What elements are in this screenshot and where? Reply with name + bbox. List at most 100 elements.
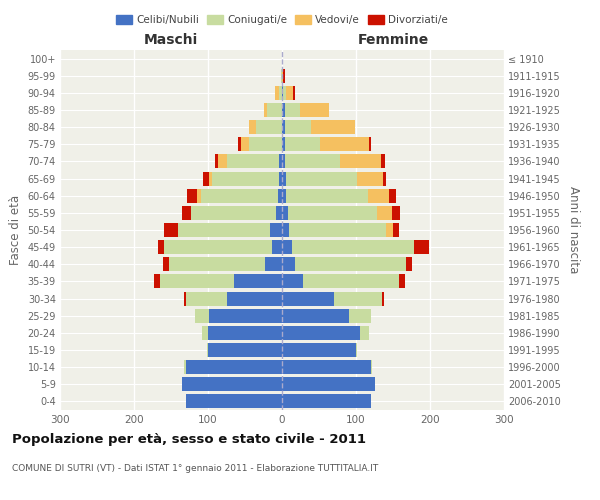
- Bar: [286, 188, 368, 202]
- Bar: [191, 206, 276, 220]
- Bar: [270, 223, 282, 237]
- Bar: [320, 138, 368, 151]
- Bar: [288, 206, 377, 220]
- Bar: [282, 120, 285, 134]
- Text: Femmine: Femmine: [358, 32, 428, 46]
- Bar: [356, 343, 358, 357]
- Bar: [282, 188, 286, 202]
- Bar: [279, 154, 282, 168]
- Bar: [349, 308, 371, 322]
- Bar: [282, 258, 295, 272]
- Bar: [209, 172, 212, 185]
- Bar: [406, 258, 412, 272]
- Bar: [164, 240, 272, 254]
- Bar: [282, 240, 292, 254]
- Bar: [276, 206, 282, 220]
- Bar: [371, 360, 372, 374]
- Bar: [169, 258, 265, 272]
- Bar: [256, 120, 282, 134]
- Bar: [212, 172, 279, 185]
- Bar: [278, 188, 282, 202]
- Bar: [203, 172, 209, 185]
- Bar: [275, 86, 279, 100]
- Bar: [208, 343, 282, 357]
- Bar: [249, 138, 282, 151]
- Text: Maschi: Maschi: [144, 32, 198, 46]
- Bar: [289, 223, 386, 237]
- Bar: [311, 120, 355, 134]
- Bar: [292, 240, 415, 254]
- Bar: [238, 138, 241, 151]
- Bar: [381, 154, 385, 168]
- Y-axis label: Anni di nascita: Anni di nascita: [568, 186, 580, 274]
- Bar: [241, 138, 249, 151]
- Bar: [282, 308, 349, 322]
- Bar: [360, 326, 368, 340]
- Bar: [209, 308, 282, 322]
- Bar: [227, 154, 279, 168]
- Bar: [267, 103, 282, 117]
- Bar: [200, 188, 278, 202]
- Bar: [285, 138, 320, 151]
- Bar: [282, 274, 303, 288]
- Bar: [282, 172, 286, 185]
- Bar: [393, 223, 399, 237]
- Bar: [282, 223, 289, 237]
- Bar: [282, 68, 283, 82]
- Bar: [186, 394, 282, 408]
- Text: Popolazione per età, sesso e stato civile - 2011: Popolazione per età, sesso e stato civil…: [12, 432, 366, 446]
- Bar: [415, 240, 429, 254]
- Bar: [282, 292, 334, 306]
- Bar: [263, 103, 267, 117]
- Bar: [282, 154, 285, 168]
- Bar: [300, 103, 329, 117]
- Bar: [218, 154, 227, 168]
- Bar: [293, 86, 295, 100]
- Bar: [282, 394, 371, 408]
- Bar: [164, 223, 178, 237]
- Bar: [279, 86, 282, 100]
- Bar: [249, 120, 256, 134]
- Bar: [285, 120, 311, 134]
- Bar: [282, 103, 285, 117]
- Bar: [399, 274, 405, 288]
- Bar: [186, 292, 227, 306]
- Bar: [282, 360, 371, 374]
- Bar: [154, 274, 160, 288]
- Bar: [368, 138, 371, 151]
- Bar: [187, 188, 197, 202]
- Bar: [158, 240, 164, 254]
- Bar: [184, 292, 186, 306]
- Bar: [382, 292, 384, 306]
- Bar: [178, 223, 270, 237]
- Bar: [282, 326, 360, 340]
- Bar: [283, 68, 285, 82]
- Bar: [282, 86, 283, 100]
- Bar: [215, 154, 218, 168]
- Bar: [286, 86, 293, 100]
- Bar: [285, 154, 340, 168]
- Bar: [184, 360, 186, 374]
- Bar: [208, 326, 282, 340]
- Bar: [340, 154, 381, 168]
- Bar: [295, 258, 406, 272]
- Bar: [202, 326, 208, 340]
- Bar: [227, 292, 282, 306]
- Bar: [282, 378, 374, 392]
- Legend: Celibi/Nubili, Coniugati/e, Vedovi/e, Divorziati/e: Celibi/Nubili, Coniugati/e, Vedovi/e, Di…: [113, 12, 451, 28]
- Bar: [303, 274, 399, 288]
- Bar: [194, 308, 209, 322]
- Bar: [285, 103, 300, 117]
- Bar: [389, 188, 396, 202]
- Bar: [392, 206, 400, 220]
- Bar: [357, 172, 383, 185]
- Bar: [206, 343, 208, 357]
- Bar: [282, 206, 288, 220]
- Bar: [265, 258, 282, 272]
- Bar: [272, 240, 282, 254]
- Bar: [383, 172, 386, 185]
- Bar: [186, 360, 282, 374]
- Bar: [377, 206, 392, 220]
- Bar: [282, 138, 285, 151]
- Bar: [279, 172, 282, 185]
